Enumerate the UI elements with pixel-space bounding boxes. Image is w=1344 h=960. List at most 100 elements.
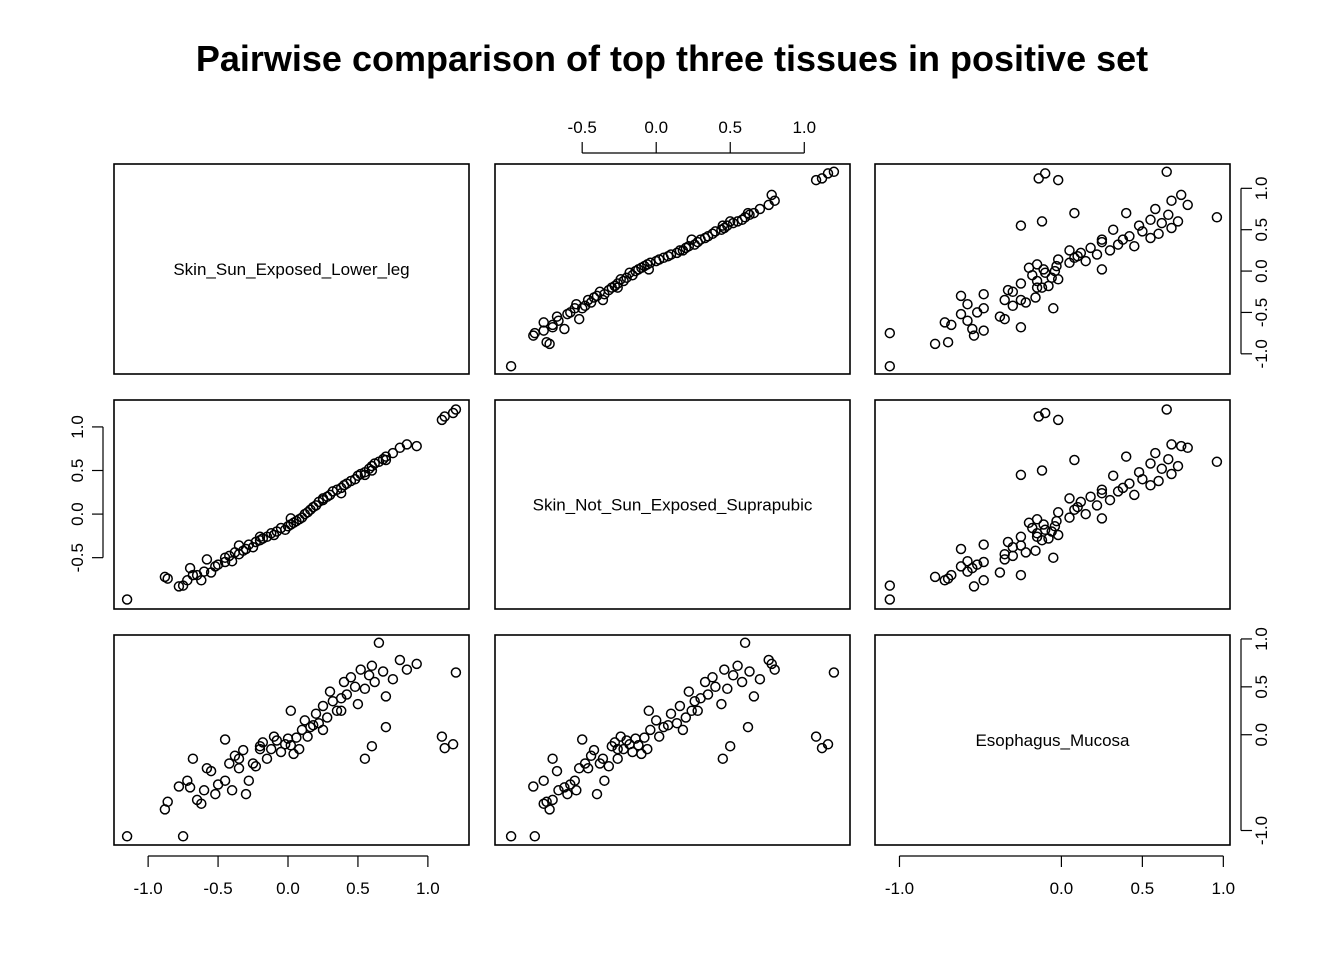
data-point: [162, 796, 173, 808]
data-point: [810, 731, 822, 742]
data-point: [173, 781, 185, 792]
data-point: [962, 566, 973, 577]
data-point: [717, 753, 729, 764]
data-point: [538, 325, 549, 336]
data-point: [210, 561, 221, 572]
data-point: [1153, 475, 1164, 487]
tick-label: 1.0: [1252, 177, 1271, 201]
data-point: [955, 543, 967, 555]
data-point: [257, 737, 269, 748]
data-point: [447, 739, 459, 750]
data-point: [639, 732, 650, 743]
data-point: [317, 724, 329, 736]
data-point: [1038, 519, 1049, 530]
data-point: [191, 569, 203, 581]
data-point: [643, 264, 655, 275]
data-point: [707, 228, 718, 240]
data-point: [645, 724, 656, 736]
data-point: [373, 637, 385, 649]
data-point: [182, 775, 193, 786]
data-point: [1085, 491, 1096, 502]
data-point: [962, 315, 973, 326]
data-point: [742, 721, 754, 733]
data-point: [1051, 260, 1062, 272]
data-point: [612, 753, 623, 764]
data-point: [1145, 214, 1156, 226]
data-point: [1069, 454, 1080, 466]
data-point: [828, 166, 840, 178]
data-point: [1166, 222, 1177, 234]
data-point: [1030, 545, 1041, 556]
data-point: [719, 222, 730, 234]
data-point: [1166, 468, 1177, 480]
data-point: [946, 319, 957, 331]
data-point: [573, 763, 585, 774]
data-point: [1182, 199, 1193, 211]
data-point: [955, 308, 967, 320]
variable-label: Skin_Not_Sun_Exposed_Suprapubic: [533, 496, 813, 515]
data-point: [436, 731, 448, 742]
panels: Skin_Sun_Exposed_Lower_leg Skin_Not_Sun_E…: [68, 118, 1271, 898]
data-point: [387, 447, 399, 459]
data-point: [271, 735, 283, 746]
data-point: [1091, 249, 1103, 260]
data-point: [1002, 536, 1014, 548]
variable-label: Esophagus_Mucosa: [975, 731, 1130, 750]
data-point: [994, 311, 1006, 322]
tick-label: -1.0: [1252, 816, 1271, 845]
data-point: [1031, 514, 1043, 525]
data-point: [547, 319, 558, 331]
data-point: [754, 673, 766, 685]
data-point: [929, 571, 941, 583]
data-point: [335, 705, 347, 717]
data-point: [1107, 224, 1119, 235]
data-point: [355, 664, 366, 675]
tick-label: 0.0: [1050, 879, 1074, 898]
data-point: [642, 743, 653, 755]
panel-frame: [874, 634, 1231, 846]
data-point: [822, 168, 834, 179]
data-point: [1129, 489, 1140, 501]
data-point: [1163, 209, 1174, 221]
data-point: [962, 555, 973, 567]
data-point: [1175, 440, 1187, 452]
data-point: [612, 282, 623, 293]
tick-label: -1.0: [885, 879, 914, 898]
data-point: [450, 667, 462, 678]
data-point: [1046, 272, 1057, 283]
data-point: [1145, 480, 1156, 491]
data-point: [335, 487, 347, 499]
data-point: [307, 501, 319, 513]
tick-label: 0.5: [1131, 879, 1155, 898]
data-point: [1031, 531, 1043, 543]
data-point: [1049, 521, 1061, 532]
data-point: [1002, 284, 1014, 296]
data-point: [1036, 465, 1048, 476]
data-point: [978, 575, 989, 586]
data-point: [1015, 322, 1027, 333]
data-point: [541, 336, 552, 348]
data-point: [1133, 220, 1145, 231]
data-point: [677, 245, 689, 256]
data-point: [201, 554, 213, 565]
data-point: [240, 788, 252, 800]
data-point: [1015, 469, 1027, 481]
data-point: [1069, 504, 1080, 515]
data-point: [310, 708, 322, 719]
data-point: [810, 174, 822, 186]
data-point: [1117, 234, 1129, 245]
data-point: [436, 414, 448, 426]
data-point: [967, 323, 978, 335]
data-point: [1182, 442, 1193, 454]
data-point: [884, 327, 896, 339]
data-point: [674, 700, 686, 712]
data-point: [321, 712, 333, 723]
data-point: [569, 775, 581, 786]
data-point: [1069, 207, 1080, 219]
data-point: [285, 519, 297, 530]
data-point: [1096, 484, 1108, 495]
data-point: [559, 323, 570, 335]
data-point: [978, 325, 989, 336]
data-point: [401, 439, 413, 450]
data-point: [1096, 264, 1108, 275]
